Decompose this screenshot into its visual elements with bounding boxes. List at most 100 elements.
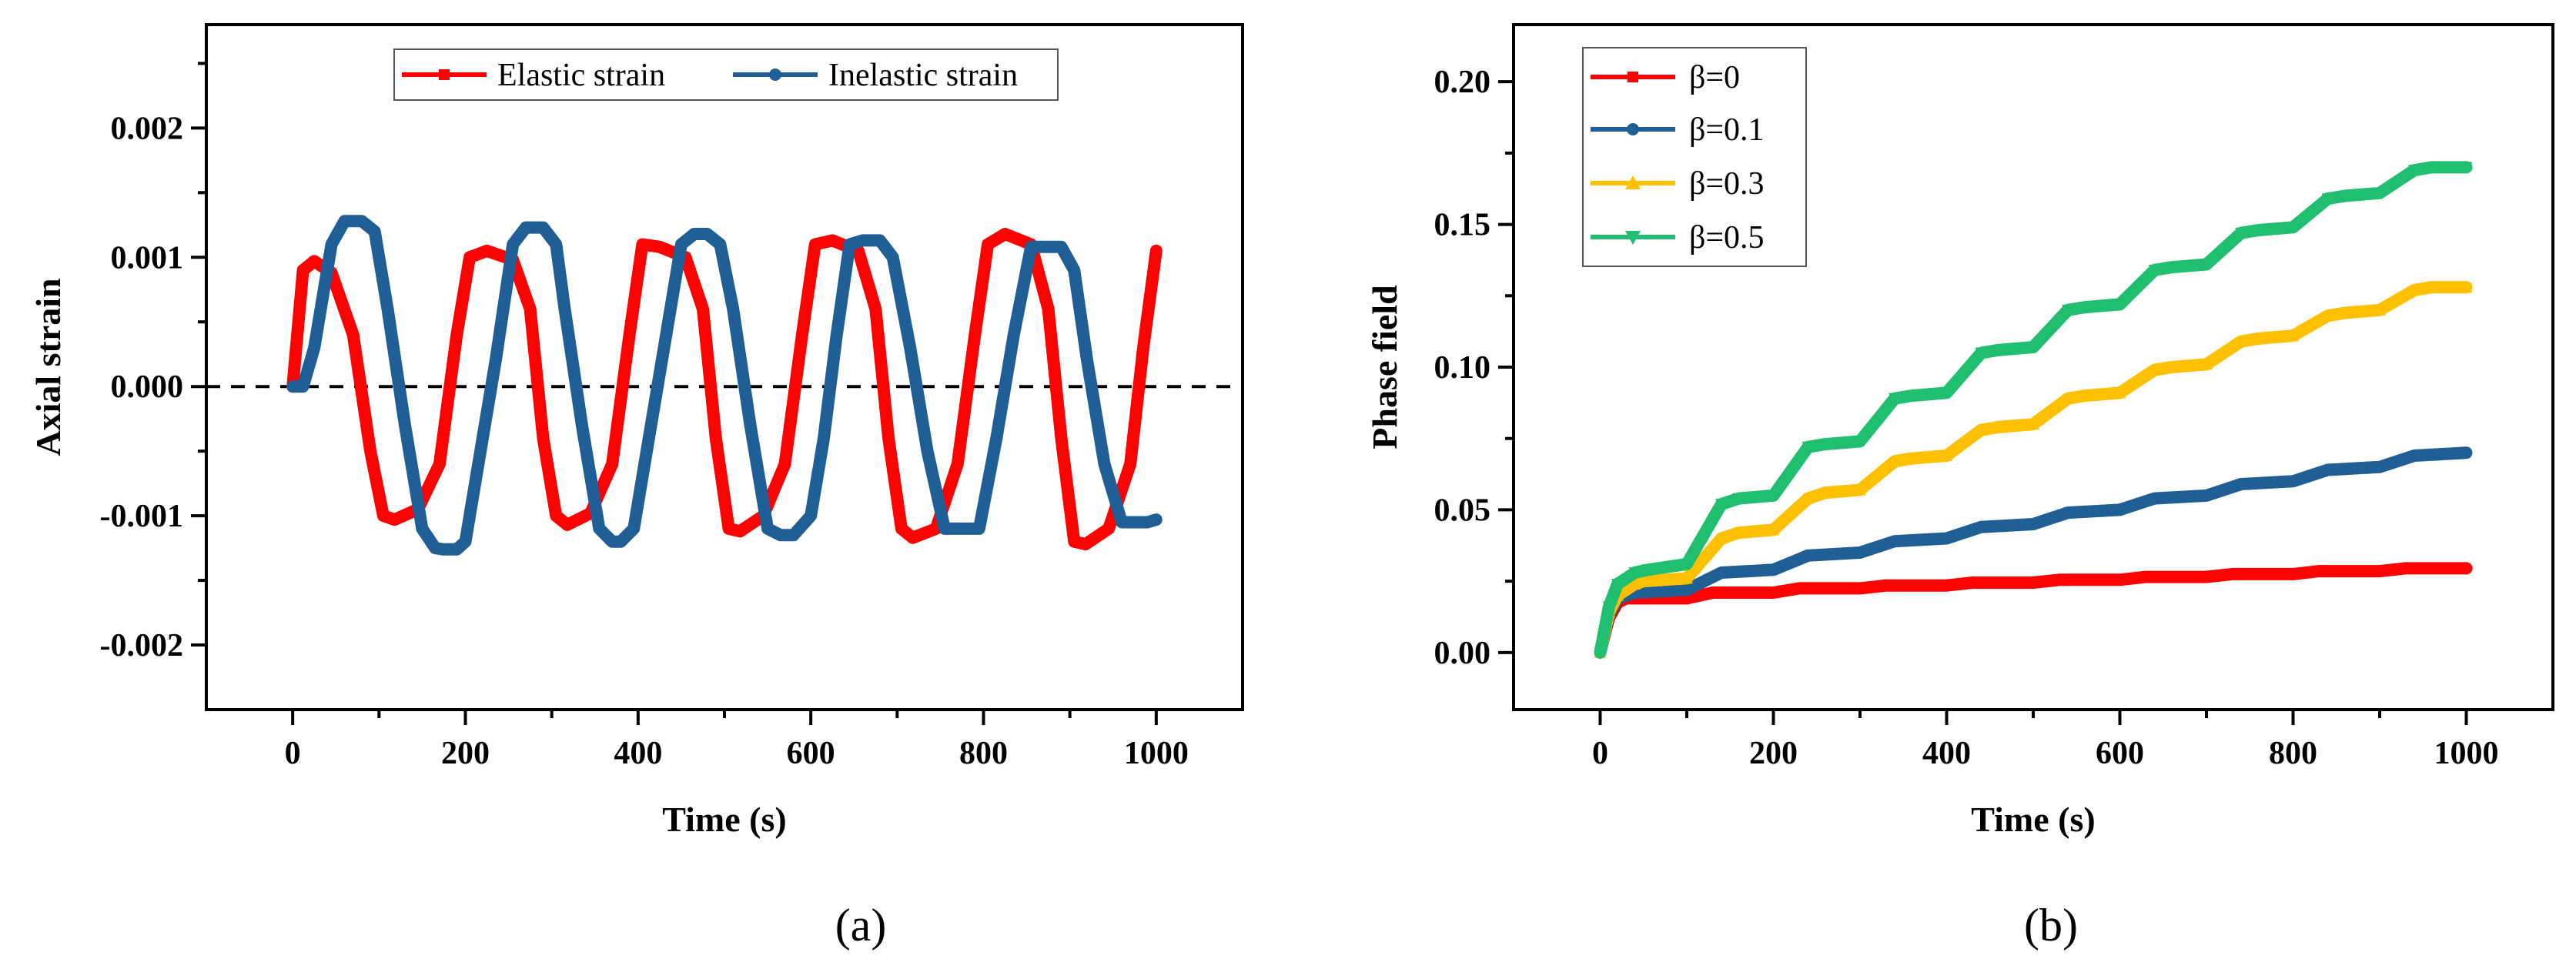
panel-b-series--0.3-point [1905, 452, 1919, 464]
panel-a-series-elastic-strain-point [908, 533, 918, 543]
panel-b-series--0.3-point [2062, 392, 2074, 404]
panel-a-series-inelastic-strain-point [1150, 514, 1162, 526]
panel-a-series-inelastic-strain-point [818, 433, 829, 444]
panel-b-series--0-point [2227, 569, 2237, 579]
panel-b-series--0-point [2202, 572, 2211, 582]
panel-b-series--0-point [2115, 575, 2125, 585]
panel-a-series [286, 215, 1163, 556]
panel-a-series-inelastic-strain-point [287, 381, 299, 393]
panel-a-series-elastic-strain-point [1069, 536, 1079, 546]
panel-b-series--0-point [2461, 563, 2471, 573]
panel-b-series--0.1-point [2149, 493, 2160, 504]
panel-a-series-inelastic-strain-point [1055, 241, 1067, 252]
panel-b-series--0.3-point [1992, 420, 2005, 433]
panel-a-series-elastic-strain-point [390, 515, 400, 525]
panel-a-series-inelastic-strain-point [369, 226, 380, 237]
legend-marker-beta-0 [1628, 72, 1638, 82]
panel-a-ticks: 0 200 400 600 800 1000 -0.002 -0.001 0.000 0.001 0… [100, 62, 1189, 771]
panel-b-series--0.5-point [1594, 647, 1607, 659]
panel-b-legend-box [1582, 47, 1807, 267]
panel-a-series-inelastic-strain-point [658, 342, 670, 353]
panel-b-x-tick-label: 800 [2269, 736, 2317, 771]
panel-a-series-inelastic-strain-point [641, 446, 653, 457]
panel-b-series--0.5-point [1641, 564, 1654, 576]
panel-a-series-inelastic-strain-point [844, 239, 855, 250]
legend-marker-beta-0.5 [1625, 231, 1641, 245]
panel-a-series-inelastic-strain-point [607, 536, 618, 547]
panel-a-series-inelastic-strain-point [714, 239, 726, 250]
panel-b-series--0-point [1968, 577, 1978, 587]
panel-a-series-inelastic-strain-point [356, 216, 367, 227]
panel-a-series-inelastic-strain-point [1039, 241, 1050, 252]
panel-b-series--0.5-point [2321, 193, 2334, 205]
panel-a-series-inelastic-strain-point [576, 419, 587, 431]
panel-a-series-elastic-strain-point [298, 266, 308, 276]
panel-b-series--0.3-point [1681, 572, 1693, 584]
panel-a-series-inelastic-strain-point [805, 510, 817, 522]
panel-b-series--0.5-point [2027, 342, 2039, 354]
panel-b-series--0.1-point [1975, 521, 1987, 533]
panel-a-x-tick-label: 1000 [1124, 736, 1189, 771]
panel-a-series-elastic-strain-point [735, 526, 745, 536]
panel-b-series--0.5-point [1889, 393, 1901, 405]
panel-b-series--0.5-point [1992, 344, 2005, 356]
panel-b-series--0.5-point [1975, 347, 1988, 359]
panel-b-series--0.5-point [2200, 259, 2213, 271]
panel-b-series--0-point [1795, 583, 1805, 593]
panel-a-series-inelastic-strain-point [744, 419, 756, 431]
legend-label-elastic-strain: Elastic strain [497, 58, 665, 93]
panel-b-series--0.5-point [1802, 441, 1815, 453]
panel-b-series--0.5-point [1628, 567, 1641, 579]
panel-a-series-inelastic-strain-point [905, 342, 916, 353]
panel-b-series--0.1-point [1681, 584, 1692, 596]
panel-b-series--0.3-point [1889, 455, 1901, 467]
panel-b-x-tick-label: 0 [1592, 736, 1608, 771]
panel-b-series--0.3-point [1940, 449, 1953, 461]
panel-b-series--0.1-point [1941, 533, 1952, 544]
panel-b-series--0.5-point [1732, 493, 1745, 505]
panel-b-series--0.1-point [2062, 507, 2073, 519]
panel-a-series-elastic-strain-point [780, 459, 790, 469]
panel-b-series--0.1-line [1594, 446, 2473, 659]
panel-b-series--0.5-point [2460, 162, 2473, 174]
panel-a-series-inelastic-strain-point [1008, 329, 1019, 341]
panel-b-series--0.3-point [1767, 523, 1780, 536]
panel-a-series-elastic-strain-point [871, 304, 881, 314]
legend-marker-elastic-strain [439, 69, 450, 80]
legend-label-beta-0.5: β=0.5 [1689, 220, 1765, 256]
panel-a-series-elastic-strain-point [624, 330, 634, 340]
panel-b-series--0-point [1942, 580, 1952, 590]
panel-b-series--0.5-point [1854, 436, 1866, 448]
panel-b-series--0.1-point [1768, 564, 1779, 576]
panel-b-series--0.3-point [1975, 423, 1988, 436]
legend-label-beta-0: β=0 [1689, 60, 1740, 95]
panel-b-series--0-point [1768, 587, 1778, 597]
panel-a-x-tick-label: 400 [614, 736, 662, 771]
panel-a-series-elastic-strain-point [348, 330, 358, 340]
panel-b-series--0.3-point [2235, 335, 2247, 347]
legend-label-inelastic-strain: Inelastic strain [828, 58, 1018, 93]
panel-b-series--0.3-point [1819, 486, 1832, 499]
panel-a-series-elastic-strain-point [366, 446, 376, 456]
panel-b-series--0.1-point [2114, 504, 2126, 516]
panel-a-series-elastic-strain-point [896, 523, 906, 533]
panel-b-y-tick-label: 0.05 [1434, 493, 1491, 528]
panel-a-series-elastic-strain-point [1126, 459, 1136, 469]
panel-a-series-elastic-strain-point [1043, 304, 1053, 314]
panel-b-series--0.3-point [2027, 418, 2039, 430]
panel-a-series-inelastic-strain-point [520, 222, 532, 233]
panel-b-series--0.1-point [2374, 461, 2385, 473]
panel-b-series--0-point [2314, 566, 2324, 576]
panel-a-series-inelastic-strain-point [991, 433, 1002, 444]
panel-b-x-tick-label: 400 [1922, 736, 1971, 771]
panel-b-series--0.5-point [1715, 499, 1728, 510]
panel-a-series-inelastic-strain-point [922, 446, 933, 457]
panel-b-series--0.3-point [2460, 281, 2473, 293]
panel-b-series--0.3-point [2252, 332, 2265, 344]
panel-b-series [1594, 161, 2473, 659]
panel-a-legend-box [393, 48, 1059, 101]
panel-b-series--0-point [2054, 575, 2064, 585]
panel-b-series--0.5-point [2079, 302, 2092, 314]
panel-a-series-elastic-strain-point [482, 246, 492, 256]
panel-b-series--0.3-point [2425, 281, 2438, 293]
